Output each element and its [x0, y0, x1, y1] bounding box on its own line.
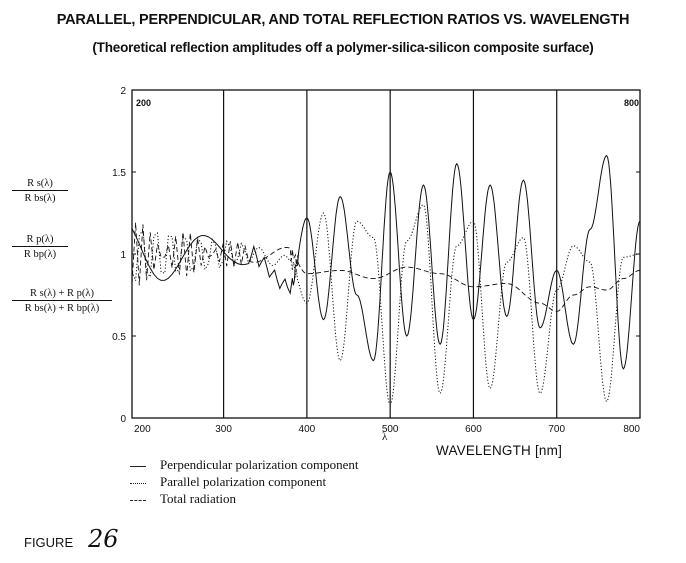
y-label-parallel-denominator: R bp(λ)	[23, 249, 57, 260]
y-label-total-numerator: R s(λ) + R p(λ)	[12, 288, 112, 301]
legend-item-total: Total radiation	[130, 491, 236, 507]
plot-frame	[131, 89, 641, 419]
y-label-total: R s(λ) + R p(λ) R bs(λ) + R bp(λ)	[12, 288, 112, 314]
x-tick-label: 700	[548, 424, 565, 435]
y-tick-label: 2	[120, 86, 126, 97]
legend-item-perpendicular: Perpendicular polarization component	[130, 457, 359, 473]
y-tick-label: 0	[120, 414, 126, 425]
series-line-dotted	[131, 204, 640, 406]
x-axis-ticks: 200 300 400 500 600 700 800	[134, 424, 640, 435]
legend-label: Total radiation	[160, 491, 236, 506]
corner-label-top-right: 800	[624, 98, 639, 108]
chart-subtitle: (Theoretical reflection amplitudes off a…	[92, 40, 594, 55]
figure-number: 26	[88, 525, 119, 553]
chart-title: PARALLEL, PERPENDICULAR, AND TOTAL REFLE…	[56, 12, 630, 28]
figure-label: FIGURE	[24, 535, 74, 550]
series-line-dashed	[131, 222, 641, 312]
series-layer	[131, 154, 641, 406]
x-axis-symbol: λ	[382, 431, 388, 443]
y-label-parallel: R p(λ) R bp(λ)	[12, 234, 68, 260]
legend-item-parallel: Parallel polarization component	[130, 474, 326, 490]
series-line-solid	[131, 154, 641, 370]
y-label-perpendicular: R s(λ) R bs(λ)	[12, 178, 68, 204]
y-label-perpendicular-denominator: R bs(λ)	[24, 193, 56, 204]
legend-swatch-dotted	[130, 482, 146, 484]
y-label-total-denominator: R bs(λ) + R bp(λ)	[24, 303, 100, 314]
legend-swatch-dashed	[130, 499, 146, 501]
y-tick-label: 1	[120, 250, 126, 261]
y-tick-label: 1.5	[112, 168, 126, 179]
legend-swatch-solid	[130, 465, 146, 467]
x-tick-label: 600	[465, 424, 482, 435]
vertical-gridlines	[223, 90, 558, 418]
y-label-parallel-numerator: R p(λ)	[12, 234, 68, 247]
x-tick-label: 500	[382, 424, 399, 435]
x-tick-label: 200	[134, 424, 151, 435]
corner-label-top-left: 200	[136, 98, 151, 108]
legend-label: Perpendicular polarization component	[160, 457, 359, 472]
y-label-perpendicular-numerator: R s(λ)	[12, 178, 68, 191]
x-tick-label: 400	[299, 424, 316, 435]
x-tick-label: 300	[215, 424, 232, 435]
x-tick-label: 800	[623, 424, 640, 435]
x-axis-label: WAVELENGTH [nm]	[436, 443, 563, 458]
y-tick-label: 0.5	[112, 332, 126, 343]
legend-label: Parallel polarization component	[160, 474, 327, 489]
y-axis-ticks: 0 0.5 1 1.5 2	[112, 86, 640, 425]
